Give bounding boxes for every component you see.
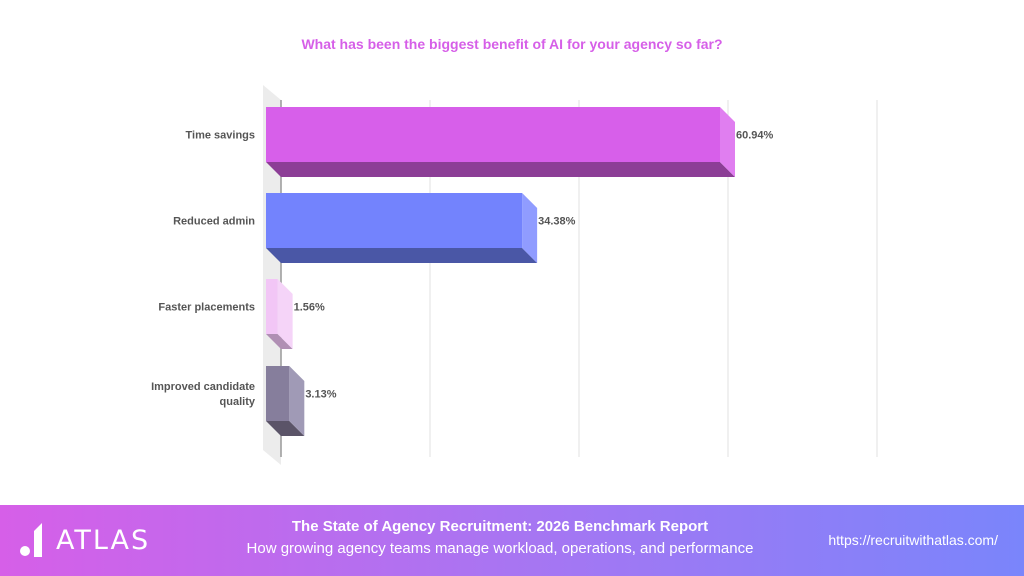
footer-banner: ATLAS The State of Agency Recruitment: 2… [0,505,1024,576]
bar-side-face [720,107,735,177]
category-label: Improved candidate [151,381,255,393]
category-label: Time savings [186,130,256,142]
bar-side-face [277,279,293,349]
logo-icon [20,523,42,557]
data-label: 3.13% [305,389,336,401]
data-label: 34.38% [538,216,576,228]
category-label: Reduced admin [173,216,255,228]
data-label: 60.94% [736,130,774,142]
bar-bottom-face [266,162,735,177]
bar [266,193,523,248]
report-title: The State of Agency Recruitment: 2026 Be… [291,518,709,535]
bar-bottom-face [266,334,293,349]
data-label: 1.56% [294,302,325,314]
report-subtitle: How growing agency teams manage workload… [246,540,754,557]
bar-side-face [289,366,305,436]
bar [266,279,278,334]
atlas-logo: ATLAS [20,523,150,557]
bar-bottom-face [266,248,538,263]
bar [266,366,290,421]
chart-title: What has been the biggest benefit of AI … [301,36,723,52]
bar [266,107,720,162]
bar-bottom-face [266,421,305,436]
website-link[interactable]: https://recruitwithatlas.com/ [828,532,998,548]
bar-chart: 60.94% Time savings 34.38% Reduced admin 1.5… [151,85,878,465]
category-label: Faster placements [158,302,255,314]
category-label: quality [220,396,256,408]
logo-text: ATLAS [56,524,151,556]
bar-side-face [522,193,538,263]
